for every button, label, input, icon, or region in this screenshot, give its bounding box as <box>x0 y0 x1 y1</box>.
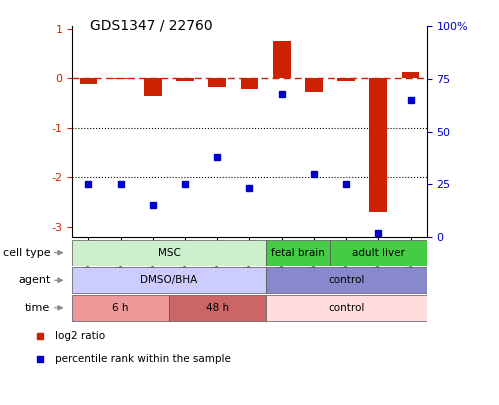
Text: MSC: MSC <box>158 248 181 258</box>
Bar <box>305 78 323 92</box>
Text: percentile rank within the sample: percentile rank within the sample <box>55 354 231 364</box>
Bar <box>265 267 427 294</box>
Bar <box>209 78 226 87</box>
Bar <box>72 294 169 321</box>
Bar <box>80 78 97 84</box>
Bar <box>330 239 427 266</box>
Text: control: control <box>328 303 364 313</box>
Bar <box>144 78 162 96</box>
Text: fetal brain: fetal brain <box>271 248 325 258</box>
Bar <box>169 294 265 321</box>
Bar <box>112 78 130 79</box>
Bar <box>176 78 194 81</box>
Bar <box>72 239 265 266</box>
Bar <box>265 239 330 266</box>
Text: log2 ratio: log2 ratio <box>55 331 105 341</box>
Bar <box>265 294 427 321</box>
Text: agent: agent <box>18 275 50 285</box>
Bar <box>273 41 290 78</box>
Text: 6 h: 6 h <box>112 303 129 313</box>
Text: cell type: cell type <box>2 248 50 258</box>
Text: 48 h: 48 h <box>206 303 229 313</box>
Text: time: time <box>25 303 50 313</box>
Text: adult liver: adult liver <box>352 248 405 258</box>
Text: DMSO/BHA: DMSO/BHA <box>140 275 198 285</box>
Text: control: control <box>328 275 364 285</box>
Bar <box>241 78 258 89</box>
Bar <box>402 72 419 78</box>
Bar <box>369 78 387 212</box>
Bar <box>72 267 265 294</box>
Text: GDS1347 / 22760: GDS1347 / 22760 <box>90 18 213 32</box>
Bar <box>337 78 355 81</box>
